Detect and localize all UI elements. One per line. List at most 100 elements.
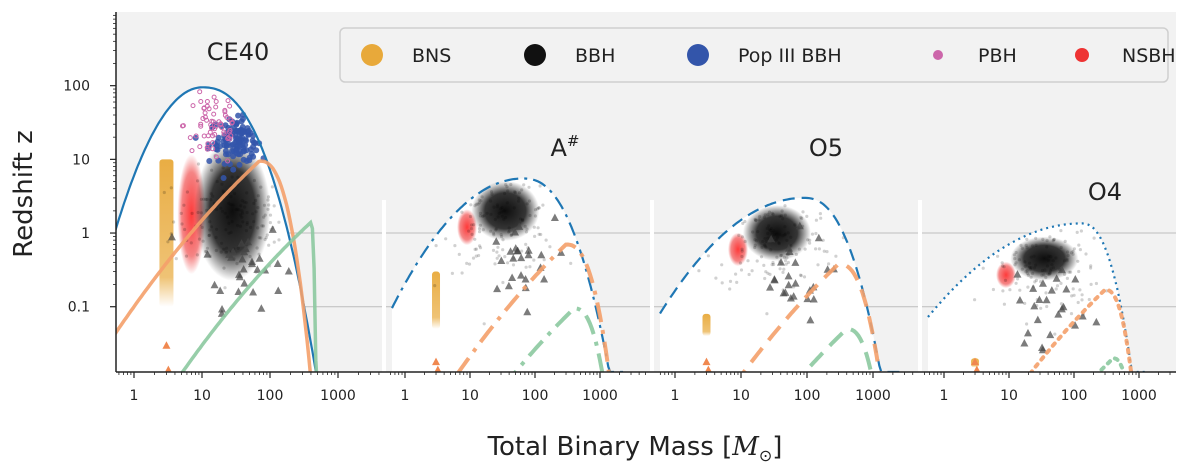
bbh-point xyxy=(741,235,744,238)
bbh-point xyxy=(697,269,700,272)
bbh-point xyxy=(1044,291,1047,294)
bbh-point xyxy=(506,261,509,264)
bbh-point xyxy=(804,248,807,251)
bbh-point xyxy=(532,259,535,262)
bbh-point xyxy=(534,214,537,217)
bbh-point xyxy=(737,234,740,237)
bbh-point xyxy=(760,246,763,249)
bbh-point xyxy=(263,204,266,207)
x-axis-label-prefix: Total Binary Mass [ xyxy=(487,432,733,462)
bbh-point xyxy=(251,212,254,215)
bbh-point xyxy=(1025,238,1028,241)
bbh-point xyxy=(1066,277,1069,280)
bbh-point xyxy=(469,203,472,206)
bbh-point xyxy=(1066,250,1069,253)
legend-label: NSBH xyxy=(1122,45,1176,67)
bbh-point xyxy=(246,223,249,226)
bbh-point xyxy=(1018,258,1021,261)
bbh-point xyxy=(252,202,255,205)
bbh-point xyxy=(467,230,470,233)
bbh-point xyxy=(512,263,515,266)
bbh-point xyxy=(493,262,496,265)
bbh-point xyxy=(271,185,274,188)
x-axis-label-symbol: M xyxy=(731,432,760,462)
popiii-bbh-point xyxy=(236,138,242,144)
bbh-point xyxy=(1035,279,1038,282)
bbh-point xyxy=(206,247,209,250)
bbh-point xyxy=(1040,274,1043,277)
bbh-point xyxy=(539,233,542,236)
bbh-point xyxy=(533,226,536,229)
bbh-point xyxy=(1025,322,1028,325)
bbh-point xyxy=(808,242,811,245)
bbh-point xyxy=(500,233,503,236)
bbh-point xyxy=(196,179,199,182)
bbh-point xyxy=(1090,283,1093,286)
bbh-point xyxy=(1046,264,1049,267)
bbh-point xyxy=(1008,288,1011,291)
bbh-point xyxy=(1077,301,1080,304)
bbh-point xyxy=(772,263,775,266)
bbh-point xyxy=(751,230,754,233)
bbh-point xyxy=(755,239,758,242)
bbh-point xyxy=(486,212,489,215)
bbh-point xyxy=(720,263,723,266)
bbh-point xyxy=(1016,277,1019,280)
bbh-point xyxy=(1045,305,1048,308)
bbh-point xyxy=(209,198,212,201)
bbh-point xyxy=(252,220,255,223)
bbh-point xyxy=(215,249,218,252)
bbh-point xyxy=(819,217,822,220)
bbh-point xyxy=(1001,261,1004,264)
bbh-point xyxy=(1028,262,1031,265)
bbh-point xyxy=(477,254,480,257)
bbh-point xyxy=(243,205,246,208)
bbh-point xyxy=(1034,244,1037,247)
bbh-point xyxy=(996,255,999,258)
bbh-point xyxy=(1019,244,1022,247)
bbh-point xyxy=(501,248,504,251)
bbh-point xyxy=(1031,244,1034,247)
bbh-point xyxy=(490,193,493,196)
popiii-bbh-point xyxy=(230,167,236,173)
bbh-point xyxy=(741,250,744,253)
x-tick-label: 1000 xyxy=(855,388,891,404)
bbh-point xyxy=(478,230,481,233)
bbh-point xyxy=(198,238,201,241)
bbh-point xyxy=(823,250,826,253)
bbh-point xyxy=(517,200,520,203)
bbh-point xyxy=(973,298,976,301)
bbh-point xyxy=(751,269,754,272)
bbh-point xyxy=(781,217,784,220)
legend-marker xyxy=(361,44,383,66)
bbh-point xyxy=(246,211,249,214)
x-tick-label: 1 xyxy=(401,388,410,404)
bbh-point xyxy=(503,192,506,195)
popiii-bbh-point xyxy=(221,175,227,181)
bbh-point xyxy=(1095,282,1098,285)
bbh-point xyxy=(259,186,262,189)
bbh-point xyxy=(215,208,218,211)
popiii-bbh-point xyxy=(250,144,256,150)
bbh-point xyxy=(811,233,814,236)
bbh-point xyxy=(787,231,790,234)
popiii-bbh-point xyxy=(244,158,250,164)
bbh-point xyxy=(754,244,757,247)
bbh-point xyxy=(502,218,505,221)
bbh-point xyxy=(473,238,476,241)
bbh-point xyxy=(819,212,822,215)
bbh-point xyxy=(471,233,474,236)
x-tick-label: 10 xyxy=(461,388,479,404)
bbh-point xyxy=(1013,257,1016,260)
bbh-point xyxy=(513,206,516,209)
y-tick-label: 100 xyxy=(63,79,90,95)
panel-gap xyxy=(918,200,922,372)
bbh-point xyxy=(1084,252,1087,255)
bbh-point xyxy=(492,206,495,209)
bbh-point xyxy=(475,248,478,251)
bbh-point xyxy=(778,215,781,218)
legend-label: PBH xyxy=(978,45,1017,67)
bbh-point xyxy=(1052,266,1055,269)
bbh-point xyxy=(481,195,484,198)
popiii-bbh-point xyxy=(246,128,252,134)
